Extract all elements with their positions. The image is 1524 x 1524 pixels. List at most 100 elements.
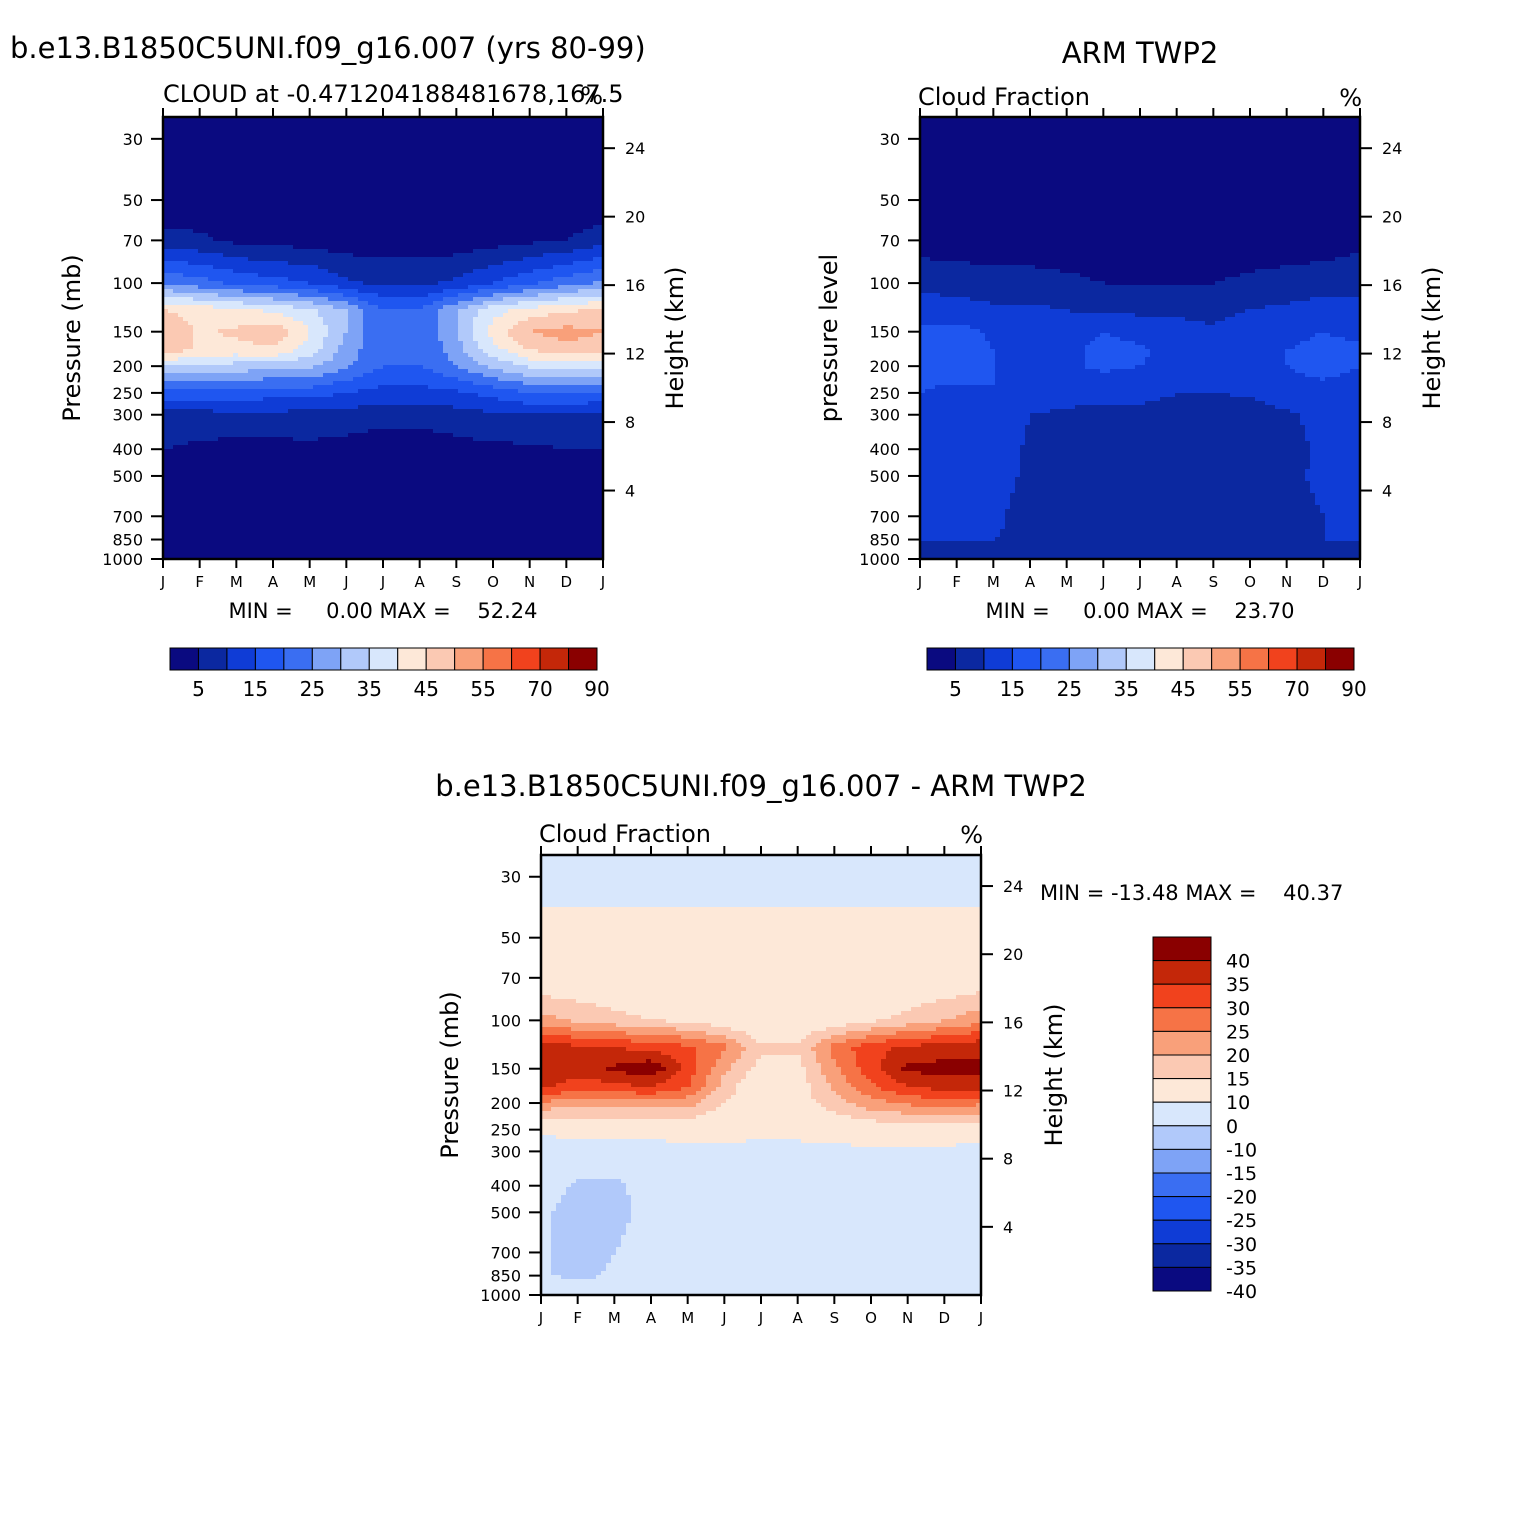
contour-cell <box>233 341 239 346</box>
contour-cell <box>593 217 599 222</box>
contour-cell <box>393 253 399 258</box>
contour-cell <box>303 305 309 310</box>
contour-cell <box>208 313 214 318</box>
contour-cell <box>548 185 554 190</box>
contour-cell <box>323 197 329 202</box>
contour-cell <box>308 237 314 242</box>
contour-cell <box>288 129 294 134</box>
contour-cell <box>173 253 179 258</box>
contour-cell <box>348 305 354 310</box>
contour-cell <box>398 265 404 270</box>
contour-cell <box>483 329 489 334</box>
contour-cell <box>173 153 179 158</box>
contour-cell <box>523 293 529 298</box>
contour-cell <box>438 205 444 210</box>
contour-cell <box>258 129 264 134</box>
contour-cell <box>313 213 319 218</box>
contour-cell <box>238 189 244 194</box>
contour-cell <box>528 273 534 278</box>
contour-cell <box>453 325 459 330</box>
contour-cell <box>198 237 204 242</box>
contour-cell <box>418 173 424 178</box>
contour-cell <box>233 313 239 318</box>
contour-cell <box>408 149 414 154</box>
contour-cell <box>478 313 484 318</box>
contour-cell <box>373 293 379 298</box>
contour-cell <box>568 261 574 266</box>
contour-cell <box>543 329 549 334</box>
contour-cell <box>298 321 304 326</box>
contour-cell <box>293 261 299 266</box>
contour-cell <box>428 309 434 314</box>
contour-cell <box>588 233 594 238</box>
contour-cell <box>328 161 334 166</box>
contour-cell <box>563 229 569 234</box>
contour-cell <box>398 329 404 334</box>
contour-cell <box>398 205 404 210</box>
contour-cell <box>523 337 529 342</box>
contour-cell <box>308 185 314 190</box>
contour-cell <box>218 325 224 330</box>
contour-cell <box>573 313 579 318</box>
contour-cell <box>588 337 594 342</box>
contour-cell <box>528 201 534 206</box>
contour-cell <box>493 249 499 254</box>
contour-cell <box>518 245 524 250</box>
contour-cell <box>598 165 603 170</box>
contour-cell <box>188 261 194 266</box>
contour-cell <box>538 309 544 314</box>
contour-cell <box>298 249 304 254</box>
contour-cell <box>518 317 524 322</box>
contour-cell <box>283 117 289 122</box>
contour-cell <box>373 181 379 186</box>
contour-cell <box>273 125 279 130</box>
contour-cell <box>273 177 279 182</box>
contour-cell <box>503 313 509 318</box>
contour-cell <box>593 225 599 230</box>
contour-cell <box>293 141 299 146</box>
contour-cell <box>188 157 194 162</box>
contour-cell <box>478 217 484 222</box>
contour-cell <box>453 321 459 326</box>
contour-cell <box>283 129 289 134</box>
contour-cell <box>328 185 334 190</box>
contour-cell <box>418 161 424 166</box>
contour-cell <box>378 201 384 206</box>
contour-cell <box>583 285 589 290</box>
contour-cell <box>563 129 569 134</box>
contour-cell <box>453 221 459 226</box>
contour-cell <box>518 269 524 274</box>
contour-cell <box>318 313 324 318</box>
contour-cell <box>588 285 594 290</box>
contour-cell <box>453 257 459 262</box>
contour-cell <box>178 293 184 298</box>
contour-cell <box>233 249 239 254</box>
contour-cell <box>208 153 214 158</box>
contour-cell <box>328 253 334 258</box>
contour-cell <box>373 333 379 338</box>
contour-cell <box>468 149 474 154</box>
contour-cell <box>478 321 484 326</box>
contour-cell <box>323 233 329 238</box>
contour-cell <box>328 333 334 338</box>
contour-cell <box>328 277 334 282</box>
contour-cell <box>473 177 479 182</box>
contour-cell <box>563 281 569 286</box>
contour-cell <box>473 237 479 242</box>
contour-cell <box>548 277 554 282</box>
contour-cell <box>233 217 239 222</box>
contour-cell <box>368 233 374 238</box>
contour-cell <box>423 233 429 238</box>
contour-cell <box>493 213 499 218</box>
contour-cell <box>473 201 479 206</box>
contour-cell <box>393 237 399 242</box>
contour-cell <box>183 257 189 262</box>
contour-cell <box>163 197 169 202</box>
contour-cell <box>273 117 279 122</box>
contour-cell <box>558 337 564 342</box>
contour-cell <box>568 169 574 174</box>
contour-cell <box>268 249 274 254</box>
contour-cell <box>278 277 284 282</box>
contour-cell <box>398 277 404 282</box>
contour-cell <box>453 201 459 206</box>
